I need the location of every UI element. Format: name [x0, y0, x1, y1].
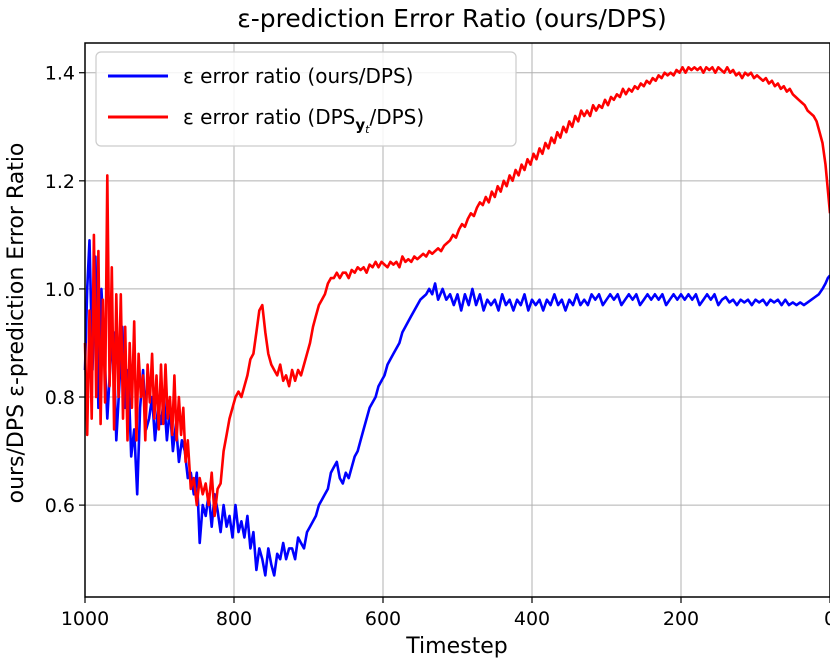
- y-tick-label: 0.8: [45, 387, 75, 409]
- y-tick-label: 0.6: [45, 495, 75, 517]
- legend-label-dpsyt-subsub: t: [365, 123, 370, 136]
- x-tick-label: 0: [824, 608, 830, 630]
- y-tick-label: 1.0: [45, 279, 75, 301]
- legend-label-dpsyt-sub: y: [355, 116, 365, 134]
- x-tick-label: 400: [514, 608, 550, 630]
- x-axis-title: Timestep: [405, 634, 507, 659]
- y-tick-label: 1.2: [45, 171, 75, 193]
- legend-label-dpsyt: ε error ratio (DPSyt/DPS): [183, 105, 424, 136]
- legend-label-dpsyt-main: ε error ratio (DPS: [183, 105, 355, 129]
- y-tick-label: 1.4: [45, 63, 75, 85]
- y-axis-title: ours/DPS ε-prediction Error Ratio: [4, 143, 29, 504]
- x-axis: 1000 800 600 400 200 0: [61, 597, 830, 630]
- x-tick-label: 600: [365, 608, 401, 630]
- y-axis: 0.6 0.8 1.0 1.2 1.4: [45, 63, 85, 517]
- legend-box: [95, 51, 517, 147]
- legend-label-ours: ε error ratio (ours/DPS): [183, 64, 413, 88]
- series-layer: [83, 66, 830, 577]
- legend-label-dpsyt-tail: /DPS): [369, 105, 424, 129]
- x-tick-label: 200: [663, 608, 699, 630]
- series-line-ours-dps: [83, 239, 830, 577]
- series-line-dps-yt: [83, 66, 830, 518]
- x-tick-label: 1000: [61, 608, 109, 630]
- plot-area-frame: [84, 42, 830, 598]
- chart-title: ε-prediction Error Ratio (ours/DPS): [237, 4, 667, 33]
- x-tick-label: 800: [216, 608, 252, 630]
- legend: ε error ratio (ours/DPS) ε error ratio (…: [95, 51, 517, 147]
